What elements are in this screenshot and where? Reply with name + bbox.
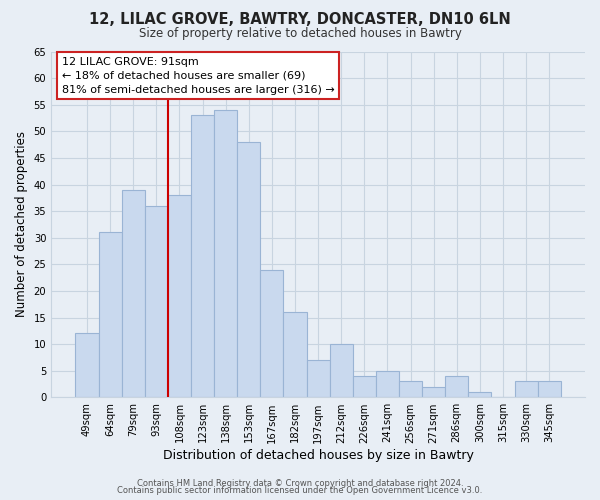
Bar bbox=[468, 392, 491, 398]
Bar bbox=[329, 344, 353, 398]
Bar bbox=[214, 110, 237, 398]
Bar bbox=[237, 142, 260, 398]
Text: 12, LILAC GROVE, BAWTRY, DONCASTER, DN10 6LN: 12, LILAC GROVE, BAWTRY, DONCASTER, DN10… bbox=[89, 12, 511, 28]
Y-axis label: Number of detached properties: Number of detached properties bbox=[15, 132, 28, 318]
Bar bbox=[307, 360, 329, 398]
Bar bbox=[376, 370, 399, 398]
Bar bbox=[538, 382, 561, 398]
Bar bbox=[399, 382, 422, 398]
Bar bbox=[260, 270, 283, 398]
Bar bbox=[122, 190, 145, 398]
Bar bbox=[98, 232, 122, 398]
Bar bbox=[145, 206, 168, 398]
Bar bbox=[422, 386, 445, 398]
Bar bbox=[353, 376, 376, 398]
Text: Size of property relative to detached houses in Bawtry: Size of property relative to detached ho… bbox=[139, 28, 461, 40]
Bar bbox=[283, 312, 307, 398]
Bar bbox=[445, 376, 468, 398]
Bar bbox=[515, 382, 538, 398]
Bar bbox=[191, 116, 214, 398]
Bar bbox=[168, 195, 191, 398]
Text: 12 LILAC GROVE: 91sqm
← 18% of detached houses are smaller (69)
81% of semi-deta: 12 LILAC GROVE: 91sqm ← 18% of detached … bbox=[62, 56, 335, 94]
Text: Contains HM Land Registry data © Crown copyright and database right 2024.: Contains HM Land Registry data © Crown c… bbox=[137, 478, 463, 488]
X-axis label: Distribution of detached houses by size in Bawtry: Distribution of detached houses by size … bbox=[163, 450, 473, 462]
Bar bbox=[76, 334, 98, 398]
Text: Contains public sector information licensed under the Open Government Licence v3: Contains public sector information licen… bbox=[118, 486, 482, 495]
